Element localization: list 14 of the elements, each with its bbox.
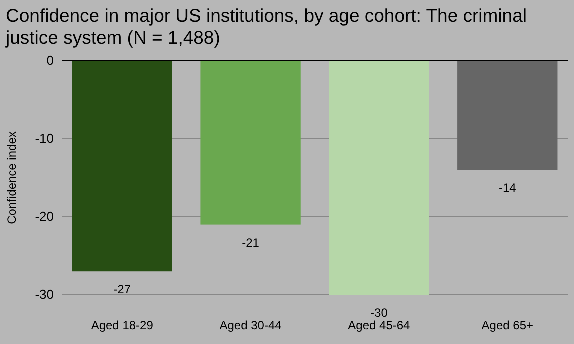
y-tick-label: -10 [35,131,54,146]
y-tick-label: -30 [35,287,54,302]
chart-title: Confidence in major US institutions, by age cohort: The criminal justice system (N = 1,488) [5,5,527,48]
x-tick-label: Aged 30-44 [220,318,282,333]
data-label: -30 [370,306,388,320]
x-tick-label: Aged 18-29 [91,318,154,333]
data-label: -14 [498,181,517,196]
x-tick-label: Aged 65+ [482,318,534,333]
y-tick-label: 0 [46,53,54,68]
data-label: -21 [242,236,260,250]
data-label: -27 [114,282,132,297]
x-tick-label: Aged 45-64 [348,318,411,333]
y-tick-label: -20 [35,209,54,224]
y-axis-title: Confidence index [5,132,19,224]
